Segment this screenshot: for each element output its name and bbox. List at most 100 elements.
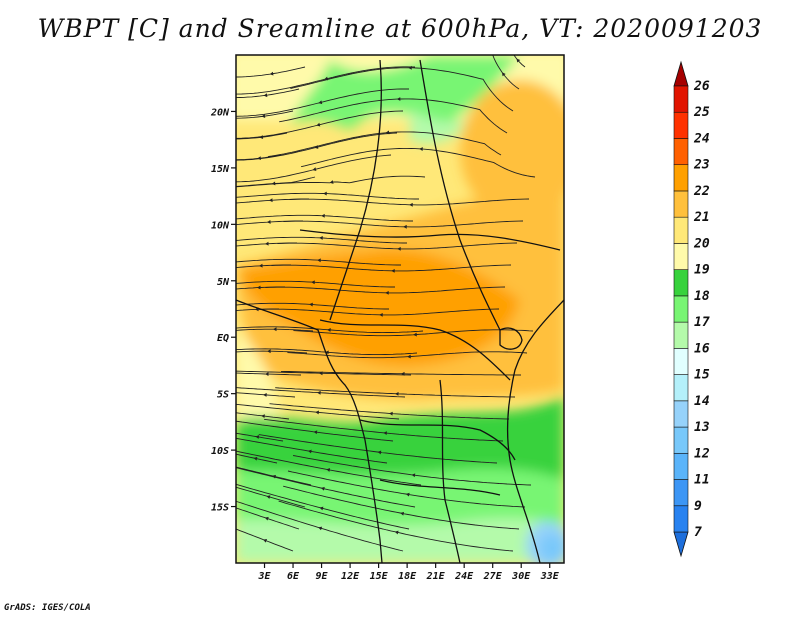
streamline-arrow — [309, 302, 313, 307]
x-tick-label: 27E — [483, 571, 503, 582]
x-tick-label: 24E — [454, 571, 474, 582]
colorbar-box — [673, 269, 689, 297]
streamline-arrow — [385, 290, 389, 295]
field-north-green2 — [410, 110, 470, 144]
streamline-arrow — [257, 156, 261, 161]
x-tick-label: 6E — [287, 571, 300, 582]
streamline-arrow — [265, 241, 269, 246]
colorbar-label: 17 — [694, 315, 710, 330]
colorbar-label: 13 — [694, 420, 710, 435]
colorbar-box — [673, 479, 689, 507]
x-tick-label: 30E — [511, 571, 531, 582]
streamline-arrow — [389, 411, 393, 416]
colorbar-box — [673, 348, 689, 375]
border-6 — [379, 479, 501, 496]
colorbar-box — [673, 85, 689, 113]
y-tick-label: 5S — [217, 390, 229, 401]
streamline-arrow — [316, 122, 321, 127]
colorbar-extend-max — [673, 60, 689, 87]
colorbar-label: 19 — [694, 263, 710, 278]
colorbar-box — [673, 243, 689, 270]
colorbar-box — [673, 216, 689, 244]
colorbar-box — [673, 164, 689, 192]
streamline-arrow — [273, 327, 277, 332]
x-tick-label: 18E — [398, 571, 417, 582]
colorbar-box — [673, 111, 689, 139]
colorbar-box — [673, 295, 689, 323]
streamline-arrow — [391, 268, 395, 273]
colorbar-label: 12 — [694, 446, 710, 461]
border-3 — [299, 229, 561, 251]
colorbar-label: 11 — [694, 473, 710, 488]
y-axis: 20N 15N 10N 5N EQ 5S 10S 15S — [210, 107, 236, 514]
y-tick-label: 15S — [211, 503, 229, 514]
colorbar-label: 16 — [694, 341, 710, 356]
streamline-arrow — [263, 93, 268, 98]
colorbar-box — [673, 400, 689, 428]
x-tick-label: 3E — [257, 571, 271, 582]
colorbar-label: 23 — [693, 158, 710, 173]
colorbar-label: 22 — [693, 184, 710, 199]
border-5 — [359, 419, 516, 461]
colorbar-label: 24 — [693, 131, 710, 146]
border-2 — [419, 59, 501, 331]
streamline-arrow — [312, 167, 317, 171]
streamline-arrow — [400, 511, 405, 516]
streamline-arrow — [407, 354, 411, 359]
streamline-arrow — [264, 516, 269, 521]
coastlines — [236, 59, 564, 563]
streamline-arrow — [271, 181, 276, 186]
streamline-arrow — [377, 450, 382, 455]
streamline-arrow — [263, 539, 268, 543]
colorbar-extend-min — [673, 531, 689, 558]
y-tick-label: 20N — [210, 107, 230, 118]
streamline-arrow — [408, 65, 412, 70]
streamline-arrow — [405, 492, 410, 497]
footer-credit: GrADS: IGES/COLA — [4, 603, 91, 613]
colorbar-label: 18 — [694, 289, 710, 304]
streamline-arrow — [411, 473, 416, 478]
x-tick-label: 21E — [426, 571, 446, 582]
streamline-arrow — [326, 468, 331, 472]
streamline-arrow — [395, 391, 399, 396]
streamline-arrow — [318, 100, 323, 105]
field-se-cold2 — [540, 534, 564, 562]
colorbar-box — [673, 374, 689, 402]
streamline-arrow — [267, 220, 271, 224]
colorbar-label: 7 — [694, 525, 702, 540]
border-7 — [439, 379, 461, 563]
y-tick-label: 10N — [211, 220, 230, 231]
streamline-arrow — [253, 456, 258, 461]
streamline-arrow — [385, 130, 390, 135]
field-core — [240, 249, 520, 366]
field-south-palegreen — [236, 517, 564, 563]
border-1 — [329, 59, 382, 321]
streamline-arrow — [313, 430, 318, 435]
streamline-arrow — [379, 312, 383, 317]
lake-victoria — [499, 327, 523, 350]
streamline-arrow — [383, 431, 387, 436]
chart-title: WBPT [C] and Sreamline at 600hPa, VT: 20… — [37, 14, 763, 43]
streamline-arrow — [327, 328, 331, 332]
streamline-arrow — [319, 506, 324, 511]
streamline-arrow — [318, 526, 323, 531]
colorbar-box — [673, 452, 689, 480]
streamline-arrow — [401, 371, 405, 376]
streamline-arrow — [263, 393, 267, 397]
streamline-arrow — [321, 213, 325, 218]
streamline-arrow — [259, 263, 263, 268]
colorbar: 7 9 11 12 13 14 15 16 17 18 19 20 21 22 23 24 25 26 — [673, 60, 710, 558]
streamline-arrow — [397, 246, 401, 251]
colorbar-label: 26 — [693, 79, 710, 94]
x-tick-label: 15E — [370, 571, 389, 582]
streamline-arrow — [269, 71, 274, 76]
colorbar-box — [673, 138, 689, 166]
streamline-arrow — [269, 198, 273, 203]
streamline-arrow — [502, 72, 506, 77]
colorbar-box — [673, 505, 689, 533]
streamline-arrow — [325, 350, 329, 355]
field-ne-high — [460, 80, 564, 220]
colorbar-label: 25 — [693, 105, 710, 120]
streamline-arrow — [320, 486, 325, 491]
